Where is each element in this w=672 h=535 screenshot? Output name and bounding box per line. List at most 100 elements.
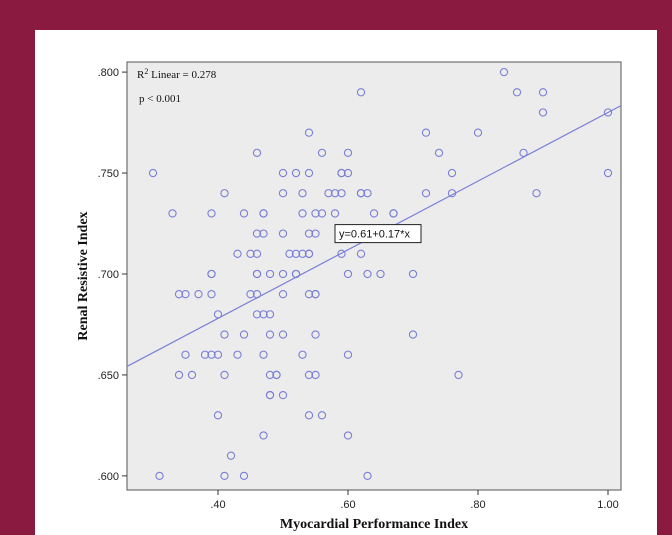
- data-point: [538, 108, 548, 117]
- data-point: [343, 350, 353, 359]
- equation-box: [334, 224, 422, 244]
- data-point: [304, 249, 314, 258]
- data-point: [499, 67, 509, 77]
- data-point: [330, 209, 340, 218]
- y-tick-label: .650: [98, 370, 119, 382]
- data-point: [259, 431, 268, 440]
- data-point: [278, 168, 288, 178]
- data-point: [181, 290, 190, 299]
- data-point: [278, 290, 288, 299]
- data-point: [168, 209, 177, 218]
- data-point: [304, 411, 314, 420]
- data-point: [220, 330, 229, 339]
- data-point: [363, 471, 372, 481]
- data-point: [408, 269, 418, 279]
- data-point: [356, 249, 366, 258]
- data-point: [265, 390, 275, 400]
- scatter-chart: .600 .650 .700 .750 .800 .40 .60 .80 1.00 R2 Lin…: [76, 61, 622, 532]
- x-tick-label: .40: [210, 499, 225, 511]
- data-point: [304, 128, 314, 137]
- x-axis-title: Myocardial Performance Index: [280, 517, 468, 532]
- data-point: [317, 148, 327, 157]
- data-point: [311, 330, 320, 339]
- data-point: [311, 370, 320, 380]
- data-point: [278, 330, 288, 339]
- data-point: [304, 290, 314, 299]
- data-point: [304, 168, 314, 178]
- data-point: [213, 411, 223, 420]
- data-point: [194, 290, 203, 299]
- data-point: [226, 451, 236, 460]
- plot-area: [126, 61, 622, 491]
- data-point: [330, 189, 340, 198]
- data-point: [187, 370, 197, 380]
- data-point: [174, 290, 184, 299]
- data-point: [207, 269, 216, 279]
- data-point: [363, 269, 372, 279]
- data-point: [434, 148, 444, 157]
- data-point: [239, 209, 249, 218]
- data-point: [148, 168, 158, 178]
- data-point: [285, 249, 294, 258]
- data-point: [213, 310, 223, 319]
- data-point: [343, 168, 353, 178]
- data-point: [291, 168, 301, 178]
- data-point: [473, 128, 483, 137]
- data-point: [278, 390, 288, 400]
- data-point: [259, 209, 268, 218]
- data-point: [298, 350, 307, 359]
- data-point: [519, 148, 528, 157]
- y-tick-label: .800: [98, 67, 119, 79]
- data-point: [337, 168, 346, 178]
- chart-card: .600 .650 .700 .750 .800 .40 .60 .80 1.00 R2 Lin…: [35, 30, 657, 535]
- y-tick-label: .600: [98, 471, 119, 483]
- x-tick-label: .80: [470, 499, 485, 511]
- data-point: [311, 229, 320, 238]
- data-point: [272, 370, 281, 380]
- data-point: [265, 310, 275, 319]
- data-point: [220, 370, 229, 380]
- data-point: [447, 168, 457, 178]
- data-point: [324, 189, 333, 198]
- data-point: [538, 88, 548, 97]
- data-point: [259, 310, 268, 319]
- data-point: [174, 370, 184, 380]
- data-point: [220, 471, 229, 481]
- data-point: [278, 229, 288, 238]
- x-tick-label: 1.00: [597, 499, 618, 511]
- data-point: [454, 370, 463, 380]
- data-point: [447, 189, 457, 198]
- data-point: [265, 330, 275, 339]
- data-point: [213, 350, 223, 359]
- data-point: [233, 350, 242, 359]
- x-tick-label: .60: [340, 499, 355, 511]
- data-point: [421, 128, 431, 137]
- p-value-label: p < 0.001: [139, 93, 181, 105]
- data-point: [246, 290, 255, 299]
- data-point: [207, 350, 216, 359]
- data-point: [311, 209, 320, 218]
- data-point: [376, 269, 385, 279]
- data-point: [343, 269, 353, 279]
- data-point: [259, 350, 268, 359]
- data-point: [512, 88, 522, 97]
- r-squared-label: R2 Linear = 0.278: [137, 67, 217, 82]
- data-point: [603, 108, 613, 117]
- data-point: [252, 249, 262, 258]
- data-point: [337, 249, 346, 258]
- data-point: [252, 269, 262, 279]
- data-point: [343, 431, 353, 440]
- data-point: [311, 290, 320, 299]
- data-points: [148, 67, 613, 481]
- data-point: [155, 471, 164, 481]
- data-point: [317, 411, 327, 420]
- data-point: [532, 189, 541, 198]
- data-point: [252, 229, 262, 238]
- data-point: [200, 350, 210, 359]
- data-point: [298, 249, 307, 258]
- data-point: [220, 189, 229, 198]
- data-point: [207, 209, 216, 218]
- y-axis-title: Renal Resistive Index: [76, 211, 91, 340]
- data-point: [304, 370, 314, 380]
